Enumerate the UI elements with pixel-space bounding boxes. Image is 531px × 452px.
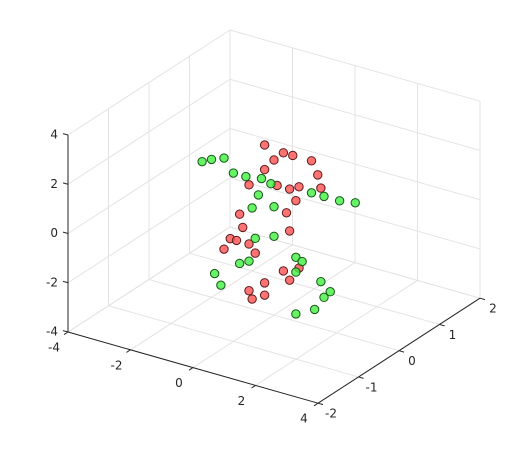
point [234, 258, 245, 269]
x-tick-label: 4 [300, 412, 308, 426]
y-tick [439, 323, 445, 327]
point [288, 150, 298, 161]
point [244, 239, 254, 249]
x-tick [251, 384, 256, 389]
z-tick [62, 231, 69, 234]
point [306, 156, 317, 166]
x-tick-label: 0 [175, 376, 183, 390]
point [253, 190, 264, 200]
point [319, 191, 329, 202]
point [219, 153, 229, 163]
y-tick [358, 376, 364, 379]
y-tick-label: -1 [366, 380, 378, 394]
point [284, 184, 295, 194]
x-tick-label: -4 [48, 341, 60, 355]
grid-line [67, 177, 231, 284]
y-tick [479, 297, 486, 301]
point [284, 275, 295, 285]
y-tick [317, 402, 324, 406]
z-tick-label: -4 [46, 325, 58, 339]
point [197, 156, 207, 167]
point [306, 188, 317, 198]
point [244, 256, 254, 266]
z-tick [62, 182, 69, 185]
point [309, 304, 320, 315]
point [231, 235, 242, 246]
point [259, 140, 270, 150]
point [241, 171, 251, 182]
grid-line [148, 279, 400, 352]
point [313, 170, 323, 180]
point [256, 173, 267, 184]
z-tick [62, 330, 69, 333]
x-tick-label: -2 [111, 358, 123, 372]
point [238, 222, 248, 233]
point [219, 244, 229, 254]
point [266, 178, 276, 189]
point [269, 202, 279, 212]
grid-line [229, 78, 481, 151]
y-tick-label: 2 [489, 302, 497, 316]
grid-line [67, 128, 231, 234]
grid-line [108, 305, 359, 378]
z-tick-label: -2 [46, 275, 58, 289]
point [216, 280, 226, 290]
grid-line [229, 177, 481, 250]
point [319, 292, 329, 303]
point [281, 208, 292, 218]
x-tick [313, 402, 319, 407]
z-tick-label: 2 [50, 177, 58, 191]
x-tick [188, 367, 194, 371]
point [247, 294, 257, 304]
y-tick [398, 350, 405, 353]
point [291, 195, 301, 206]
y-tick-label: 1 [449, 328, 457, 342]
point [269, 155, 279, 165]
point [325, 287, 335, 297]
x-tick [63, 331, 69, 336]
point [291, 309, 301, 319]
grid-line [189, 252, 440, 325]
z-tick-label: 4 [50, 128, 58, 142]
point [291, 267, 301, 277]
point [350, 198, 360, 208]
grid-line [229, 29, 481, 102]
point [250, 248, 260, 258]
point [284, 226, 295, 236]
point [297, 256, 307, 267]
y-tick-label: -2 [325, 407, 337, 421]
point [278, 148, 289, 158]
point [259, 290, 270, 300]
point [247, 203, 257, 213]
y-tick-label: 0 [408, 354, 416, 368]
point [334, 196, 345, 206]
x-tick-label: 2 [238, 394, 246, 408]
grid-line [229, 128, 481, 201]
z-tick [62, 133, 69, 136]
point [250, 233, 260, 244]
point [259, 164, 270, 175]
grid-line [67, 29, 231, 136]
point [206, 154, 217, 165]
point [209, 268, 220, 279]
point [244, 180, 254, 190]
grid-line [67, 78, 231, 185]
point [228, 168, 239, 178]
point [316, 183, 326, 193]
grid-line [67, 226, 231, 333]
z-tick-label: 0 [50, 226, 58, 240]
x-tick [126, 349, 131, 353]
point [234, 209, 245, 219]
point [278, 266, 289, 276]
point [269, 231, 279, 242]
point [259, 278, 270, 288]
z-tick [62, 280, 69, 284]
point [244, 286, 254, 296]
point [316, 276, 326, 287]
point [294, 182, 304, 192]
